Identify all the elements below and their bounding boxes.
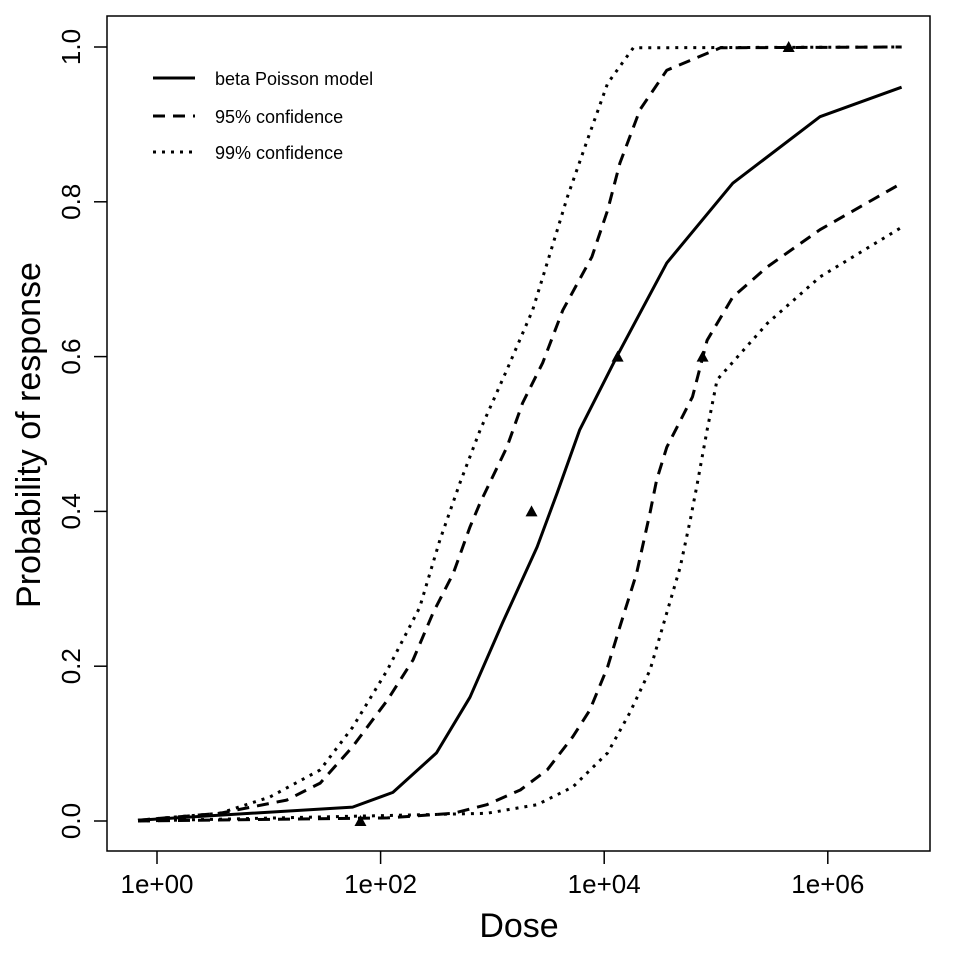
data-point-triangle bbox=[354, 815, 367, 826]
y-axis-label: Probability of response bbox=[10, 262, 48, 608]
x-tick-label: 1e+00 bbox=[120, 869, 193, 899]
series-line-solid bbox=[137, 85, 903, 822]
x-tick-label: 1e+02 bbox=[344, 869, 417, 899]
observed-points bbox=[354, 41, 795, 826]
series-layer bbox=[137, 45, 903, 823]
x-axis-label: Dose bbox=[479, 907, 558, 945]
series-line-dashed-lower bbox=[137, 181, 903, 823]
series-line-dotted-lower bbox=[137, 226, 903, 823]
y-tick-label: 0.8 bbox=[56, 184, 86, 220]
data-point-triangle bbox=[611, 350, 624, 362]
x-tick-label: 1e+06 bbox=[791, 869, 864, 899]
series-line-dotted-upper bbox=[137, 45, 902, 822]
x-axis: 1e+00 1e+02 1e+04 1e+06 bbox=[120, 851, 864, 899]
plot-frame bbox=[106, 15, 931, 852]
legend-label: 99% confidence bbox=[215, 143, 343, 163]
legend: beta Poisson model 95% confidence 99% co… bbox=[153, 69, 373, 163]
y-axis: 0.0 0.2 0.4 0.6 0.8 1.0 bbox=[56, 29, 107, 839]
legend-label: 95% confidence bbox=[215, 107, 343, 127]
y-tick-label: 0.2 bbox=[56, 648, 86, 684]
y-tick-label: 0.0 bbox=[56, 803, 86, 839]
legend-label: beta Poisson model bbox=[215, 69, 373, 89]
data-point-triangle bbox=[525, 505, 538, 517]
data-point-triangle bbox=[696, 350, 709, 362]
x-tick-label: 1e+04 bbox=[568, 869, 641, 899]
data-point-triangle bbox=[782, 41, 795, 52]
y-tick-label: 0.6 bbox=[56, 339, 86, 375]
y-tick-label: 1.0 bbox=[56, 29, 86, 65]
y-tick-label: 0.4 bbox=[56, 493, 86, 529]
series-line-dashed-upper bbox=[137, 45, 902, 822]
